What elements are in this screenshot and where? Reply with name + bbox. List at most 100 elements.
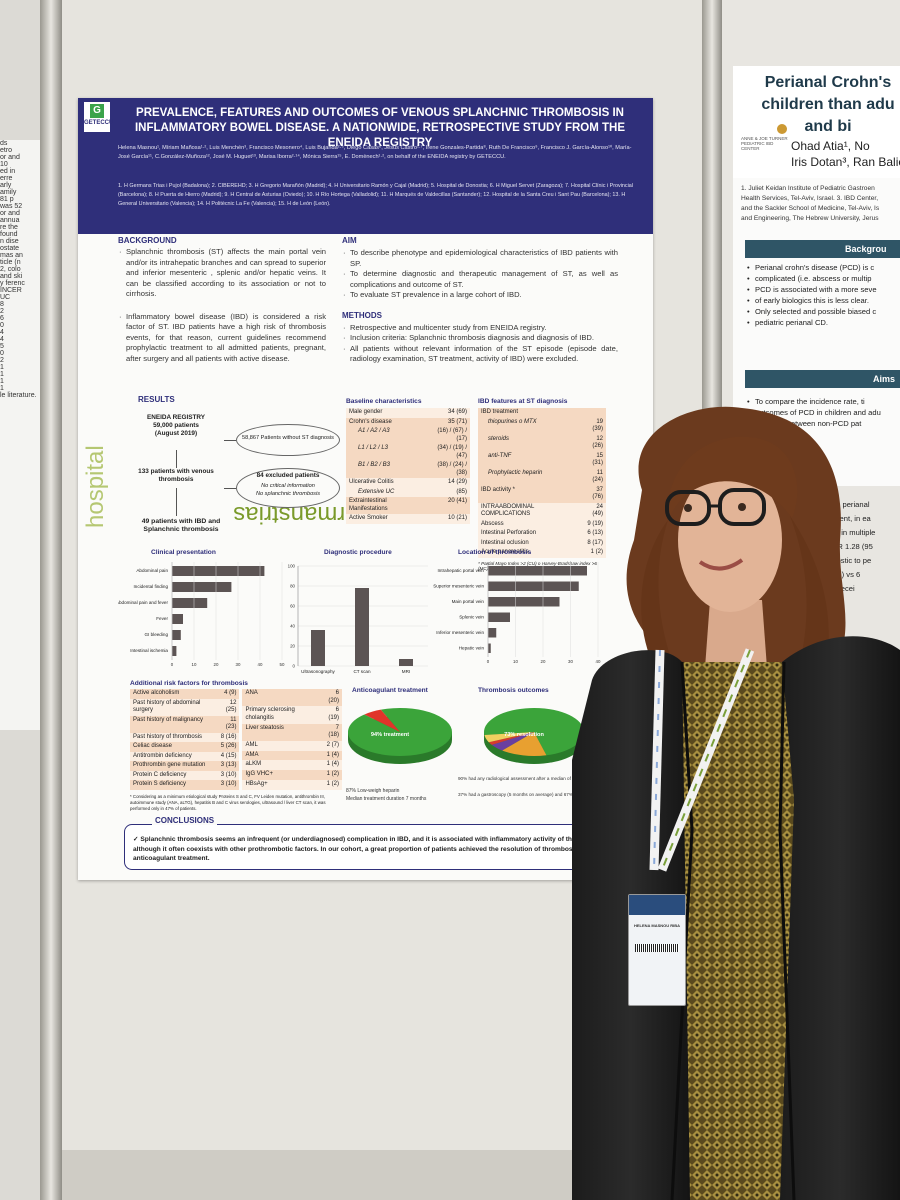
pie-main-label: 73% resolution: [504, 732, 544, 738]
badge-name: HELENA MASNOU RIBA: [633, 923, 681, 928]
risk-row: Primary sclerosing cholangitis 6 (19): [242, 706, 342, 724]
ibd-row: anti-TNF 15 (31): [478, 451, 606, 469]
baseline-row-cell: Active Smoker: [346, 514, 426, 524]
logo-letter: G: [90, 104, 104, 118]
right-background-list: Perianal crohn's disease (PCD) is ccompl…: [747, 262, 900, 328]
risk-row: aLKM 1 (4): [242, 760, 342, 771]
baseline-row-cell: (16) / (67) / (17): [425, 427, 470, 444]
risk-row-cell: 1 (2): [320, 770, 342, 780]
risk-row-cell: 3 (10): [215, 770, 240, 780]
bar-category-label: Intrahepatic portal vein: [438, 568, 485, 573]
bar: [488, 581, 579, 591]
outcomes-title: Thrombosis outcomes: [478, 687, 549, 694]
results-flowchart: ENEIDA REGISTRY 59,000 patients (August 20…: [126, 410, 340, 540]
ibd-row: IBD activity * 37 (76): [478, 485, 606, 503]
logo-text: GETECCU: [84, 120, 114, 126]
tick-label: 0: [171, 662, 174, 667]
anticoagulant-pie: 94% treatment: [348, 708, 452, 764]
bar: [488, 566, 587, 576]
ibd-row-cell: Acute pancreatitis: [478, 548, 582, 558]
risk-row-cell: Past history of thrombosis: [130, 732, 216, 742]
baseline-row-cell: A1 / A2 / A3: [346, 427, 426, 444]
tick-label: 10: [513, 659, 518, 664]
baseline-heading: Baseline characteristics: [346, 398, 422, 405]
bar-category-label: Abdominal pain: [136, 568, 168, 573]
left-poster-line: 2: [0, 308, 4, 315]
bar-category-label: Incidental finding: [134, 584, 169, 589]
tick-label: 60: [290, 604, 295, 609]
ibd-row: Intestinal oclusion 8 (17): [478, 538, 606, 548]
clinical-chart-title: Clinical presentation: [151, 549, 216, 556]
baseline-row-cell: 10 (21): [425, 514, 470, 524]
baseline-row-cell: (38) / (24) / (38): [425, 461, 470, 478]
baseline-row-cell: 14 (29): [425, 478, 470, 488]
ibd-row: Abscess 9 (19): [478, 519, 606, 529]
charts-row: Clinical presentation Diagnostic procedu…: [118, 549, 601, 674]
ibd-row-cell: 6 (13): [581, 529, 606, 539]
presenter-person: [572, 406, 900, 1200]
bar: [311, 630, 325, 666]
right-poster-header: Perianal Crohn's children than adu and bi …: [733, 66, 900, 178]
flow-venous: 133 patients with venous thrombosis: [138, 468, 214, 483]
risk-row: Protein S deficiency 3 (10): [130, 780, 240, 790]
outcomes-note: 37% had a gastroscopy (5 months on avera…: [458, 792, 627, 797]
tick-label: 20: [541, 659, 546, 664]
baseline-row-cell: B1 / B2 / B3: [346, 461, 426, 478]
left-poster-line: or and: [0, 210, 20, 217]
left-poster-line: 4: [0, 336, 4, 343]
ibd-row-cell: Prophylactic heparin: [478, 468, 582, 486]
bar: [488, 643, 491, 653]
risk-table-left: Active alcoholism 4 (9) Past history of ab…: [130, 689, 240, 790]
tick-label: 0: [293, 664, 296, 669]
pie-slice: [484, 708, 584, 756]
ibd-row-cell: 15 (31): [581, 451, 606, 469]
right-background-item: complicated (i.e. abscess or multip: [747, 273, 900, 284]
ibd-row-cell: steroids: [478, 434, 582, 452]
background-heading: BACKGROUND: [118, 236, 177, 245]
ibd-row-cell: 1 (2): [581, 548, 606, 558]
left-poster-line: 4: [0, 329, 4, 336]
right-affiliation-line: Health Services, Tel-Aviv, Israel. 3. IB…: [741, 195, 879, 202]
left-poster-line: UC: [0, 294, 11, 301]
baseline-row-cell: L1 / L2 / L3: [346, 444, 426, 461]
risk-row: Prothrombin gene mutation 3 (13): [130, 761, 240, 771]
tick-label: 50: [280, 662, 285, 667]
bar-category-label: Hepatic vein: [459, 645, 485, 650]
baseline-row-cell: 20 (41): [425, 497, 470, 514]
risk-row-cell: 3 (10): [215, 780, 240, 790]
risk-row-cell: 11 (23): [215, 715, 240, 733]
risk-row-cell: Liver steatosis: [242, 723, 321, 742]
tick-label: 20: [290, 644, 295, 649]
risk-row-cell: aLKM: [242, 760, 321, 771]
risk-row-cell: 7 (18): [320, 723, 342, 742]
aim-item: To describe phenotype and epidemiologica…: [342, 248, 618, 269]
right-background-item: pediatric perianal CD.: [747, 317, 900, 328]
baseline-row-cell: (85): [425, 487, 470, 497]
poster-affiliations: 1. H Germans Trias i Pujol (Badalona); 2…: [118, 183, 633, 207]
left-poster-line: ticle (n: [0, 259, 21, 266]
risk-row-cell: Protein C deficiency: [130, 770, 216, 780]
baseline-row: L1 / L2 / L3 (34) / (19) / (47): [346, 444, 470, 461]
tick-label: 40: [596, 659, 601, 664]
right-affiliation-line: 1. Juliet Keidan Institute of Pediatric …: [741, 185, 875, 192]
ibd-row-cell: 37 (76): [581, 485, 606, 503]
aim-item: To determine diagnostic and therapeutic …: [342, 269, 618, 290]
risk-row-cell: 2 (7): [320, 741, 342, 751]
bar: [172, 598, 208, 608]
risk-row-cell: HBsAg+: [242, 779, 321, 790]
ibd-row: Acute pancreatitis 1 (2): [478, 548, 606, 558]
baseline-row-cell: (34) / (19) / (47): [425, 444, 470, 461]
risk-row-cell: 6 (20): [320, 689, 342, 707]
results-heading: RESULTS: [138, 395, 175, 404]
left-poster-line: 1: [0, 378, 4, 385]
bar: [172, 630, 181, 640]
ibd-row: INTRAABDOMINAL COMPLICATIONS 24 (49): [478, 502, 606, 520]
left-poster-line: INCER: [0, 287, 22, 294]
flow-registry: ENEIDA REGISTRY: [146, 414, 206, 421]
baseline-row: B1 / B2 / B3 (38) / (24) / (38): [346, 461, 470, 478]
left-poster-line: was 52: [0, 203, 23, 210]
ibd-row-cell: 12 (26): [581, 434, 606, 452]
left-poster-line: annua: [0, 217, 20, 224]
risk-row-cell: IgG VHC+: [242, 770, 321, 780]
risk-row-cell: Prothrombin gene mutation: [130, 761, 216, 771]
